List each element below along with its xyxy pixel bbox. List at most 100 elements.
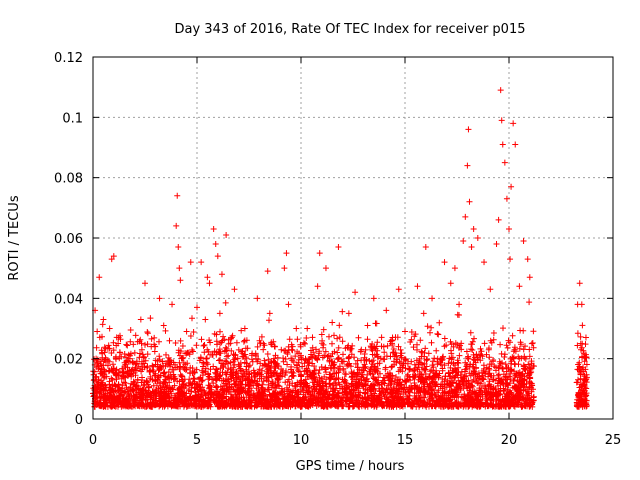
- data-point: [377, 370, 384, 377]
- data-point: [218, 271, 225, 278]
- data-point: [414, 283, 421, 290]
- data-point: [206, 280, 213, 287]
- y-tick-label: 0.08: [54, 172, 83, 187]
- data-point: [100, 316, 107, 323]
- data-point: [285, 301, 292, 308]
- data-point: [106, 325, 113, 332]
- data-point: [329, 319, 336, 326]
- data-point: [345, 310, 352, 317]
- data-point: [142, 280, 148, 287]
- data-point: [370, 295, 377, 302]
- data-point: [148, 343, 155, 350]
- data-point: [204, 274, 211, 281]
- data-point: [524, 256, 531, 263]
- data-point: [339, 358, 346, 365]
- data-point: [352, 289, 359, 296]
- data-point: [94, 328, 101, 335]
- data-point: [102, 382, 109, 389]
- data-point: [582, 334, 589, 341]
- data-point: [462, 213, 469, 220]
- data-point: [160, 322, 167, 329]
- data-point: [481, 259, 488, 266]
- data-point: [216, 310, 223, 317]
- data-point: [225, 352, 232, 359]
- data-point: [474, 235, 481, 241]
- x-tick-label: 20: [501, 433, 518, 448]
- axis-ticks: [92, 56, 614, 420]
- data-point: [395, 286, 402, 293]
- data-point: [231, 286, 238, 293]
- y-tick-label: 0.12: [54, 51, 83, 66]
- x-axis-label: GPS time / hours: [296, 459, 405, 474]
- y-tick-label: 0.02: [54, 353, 83, 368]
- data-point: [322, 265, 329, 272]
- data-point: [335, 244, 342, 251]
- data-point: [264, 268, 271, 275]
- data-point: [456, 301, 463, 308]
- data-point: [198, 259, 205, 266]
- data-point: [91, 376, 98, 383]
- data-point: [498, 117, 505, 124]
- data-cloud: [90, 299, 590, 410]
- data-point: [137, 316, 144, 323]
- data-point: [210, 225, 217, 232]
- data-point: [460, 238, 467, 245]
- data-point: [277, 373, 284, 380]
- data-point: [506, 225, 512, 232]
- data-point: [152, 370, 159, 377]
- data-point: [408, 358, 415, 365]
- data-point: [98, 370, 105, 377]
- data-point: [241, 325, 248, 332]
- data-point: [466, 198, 473, 205]
- data-point: [179, 355, 186, 362]
- data-points: [91, 87, 589, 389]
- data-point: [516, 283, 523, 290]
- data-point: [117, 349, 124, 356]
- data-point: [497, 87, 504, 94]
- data-point: [214, 253, 221, 260]
- data-point: [470, 225, 477, 232]
- data-point: [503, 195, 510, 202]
- data-point: [176, 265, 183, 272]
- data-point: [364, 322, 371, 329]
- data-point: [318, 331, 325, 338]
- data-point: [144, 364, 151, 371]
- data-point: [520, 238, 527, 245]
- data-point: [499, 141, 506, 148]
- data-point: [121, 373, 128, 380]
- data-point: [283, 250, 290, 257]
- data-point: [464, 162, 471, 169]
- data-point: [202, 316, 209, 323]
- data-point: [298, 352, 304, 359]
- data-point: [223, 231, 230, 238]
- data-point: [578, 301, 585, 308]
- data-point: [447, 280, 454, 287]
- data-point: [131, 379, 138, 386]
- data-point: [435, 331, 442, 338]
- data-point: [164, 361, 171, 368]
- y-axis-label: ROTI / TECUs: [7, 195, 22, 280]
- y-tick-label: 0.04: [54, 292, 83, 307]
- data-point: [194, 304, 200, 311]
- data-point: [156, 295, 163, 302]
- data-point: [281, 265, 288, 272]
- data-point: [289, 343, 296, 350]
- data-point: [510, 120, 517, 127]
- data-point: [254, 295, 261, 302]
- data-point: [310, 373, 317, 380]
- data-point: [177, 277, 184, 284]
- data-point: [389, 334, 396, 341]
- data-point: [293, 364, 300, 371]
- data-point: [526, 274, 533, 281]
- x-tick-label: 0: [89, 433, 97, 448]
- data-point: [316, 250, 323, 257]
- data-point: [174, 192, 181, 199]
- data-point: [429, 295, 436, 302]
- data-point: [235, 361, 242, 368]
- data-point: [260, 340, 267, 347]
- background-points: [90, 299, 590, 410]
- y-tick-label: 0: [75, 413, 83, 428]
- data-point: [577, 340, 584, 347]
- data-point: [187, 259, 194, 266]
- x-tick-label: 25: [605, 433, 622, 448]
